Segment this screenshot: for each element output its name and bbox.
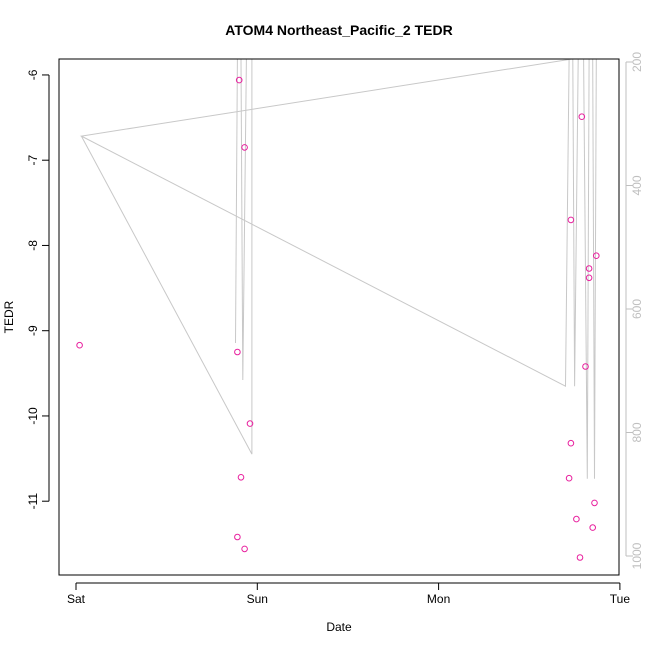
x-axis-label: Date: [326, 620, 352, 634]
y2-tick-label: 200: [630, 52, 644, 72]
data-point: [234, 533, 241, 541]
depth-line-layer: [79, 59, 597, 479]
y-tick-label: -7: [26, 155, 40, 166]
y-tick-label: -9: [26, 325, 40, 336]
y-tick-label: -8: [26, 240, 40, 251]
data-point: [234, 348, 241, 356]
data-point: [593, 252, 600, 259]
data-point: [573, 515, 580, 523]
y-tick-label: -10: [26, 407, 40, 425]
y2-tick-label: 400: [630, 175, 644, 195]
data-point: [241, 144, 248, 151]
y-tick-label: -6: [26, 69, 40, 80]
data-point: [576, 554, 584, 561]
y-tick-label: -11: [26, 493, 40, 510]
data-point: [235, 76, 243, 84]
data-point: [567, 216, 575, 224]
data-point: [237, 474, 245, 481]
y2-tick-label: 800: [630, 422, 644, 442]
data-point: [585, 265, 593, 272]
plot-frame: [58, 58, 620, 576]
y2-tick-label: 1000: [630, 542, 644, 569]
data-point: [585, 274, 593, 282]
y-axis-right: 200 400 600 800 1000: [625, 52, 644, 569]
data-point: [589, 524, 597, 531]
x-axis: Sat Sun Mon Tue: [67, 582, 631, 606]
x-tick-label: Tue: [610, 592, 631, 606]
data-point: [578, 113, 586, 120]
y-axis-label: TEDR: [2, 300, 16, 333]
data-point: [591, 499, 598, 507]
chart-title: ATOM4 Northeast_Pacific_2 TEDR: [225, 22, 452, 38]
x-tick-label: Sun: [247, 592, 268, 606]
tedr-points-layer: [76, 76, 600, 561]
data-point: [565, 474, 573, 482]
x-tick-label: Mon: [427, 592, 450, 606]
data-point: [582, 363, 589, 370]
data-point: [246, 420, 254, 427]
x-tick-label: Sat: [67, 592, 86, 606]
data-point: [567, 439, 575, 447]
data-point: [241, 545, 248, 553]
depth-line: [79, 59, 597, 479]
y-axis-left: -11 -10 -9 -8 -7 -6: [26, 69, 50, 510]
y2-tick-label: 600: [630, 299, 644, 319]
data-point: [76, 341, 83, 349]
